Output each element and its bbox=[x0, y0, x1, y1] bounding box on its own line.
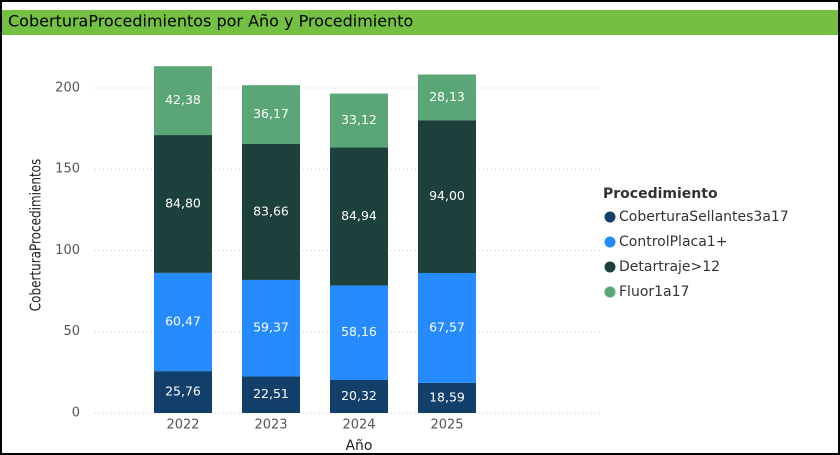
y-axis-label: CoberturaProcedimientos bbox=[27, 159, 45, 311]
y-tick-label: 100 bbox=[55, 243, 80, 258]
legend-marker bbox=[604, 236, 616, 248]
bar-segment bbox=[418, 382, 476, 413]
x-tick-label: 2022 bbox=[166, 418, 199, 433]
legend-marker bbox=[604, 261, 616, 273]
y-tick-label: 50 bbox=[63, 324, 80, 339]
legend-marker bbox=[604, 211, 616, 223]
bar-segment bbox=[154, 371, 212, 413]
bar-segment bbox=[242, 279, 300, 377]
bar-segment bbox=[154, 272, 212, 372]
legend-marker bbox=[604, 286, 616, 298]
data-label: 20,32 bbox=[341, 388, 377, 403]
bar-segment bbox=[242, 376, 300, 413]
data-label: 84,94 bbox=[341, 208, 377, 223]
data-label: 83,66 bbox=[253, 203, 289, 218]
title-bar bbox=[2, 10, 838, 35]
data-label: 36,17 bbox=[253, 106, 289, 121]
x-tick-label: 2025 bbox=[430, 418, 463, 433]
data-label: 42,38 bbox=[165, 92, 201, 107]
legend-title: Procedimiento bbox=[603, 186, 718, 202]
bar-segment bbox=[154, 135, 212, 273]
bar-segment bbox=[330, 379, 388, 413]
y-tick-label: 0 bbox=[72, 406, 80, 421]
data-label: 28,13 bbox=[429, 89, 465, 104]
y-tick-label: 200 bbox=[55, 80, 80, 95]
legend-label: Detartraje>12 bbox=[619, 259, 720, 275]
bar-segment bbox=[418, 272, 476, 383]
bar-segment bbox=[418, 74, 476, 121]
data-label: 25,76 bbox=[165, 384, 201, 399]
bar-segment bbox=[330, 147, 388, 286]
x-axis-label: Año bbox=[345, 438, 372, 454]
legend-label: Fluor1a17 bbox=[619, 284, 689, 300]
data-label: 60,47 bbox=[165, 314, 201, 329]
data-label: 33,12 bbox=[341, 112, 377, 127]
bar-segment bbox=[242, 85, 300, 144]
x-tick-label: 2024 bbox=[342, 418, 375, 433]
bar-segment bbox=[242, 143, 300, 280]
data-label: 58,16 bbox=[341, 324, 377, 339]
bar-segment bbox=[330, 285, 388, 380]
chart-title: CoberturaProcedimientos por Año y Proced… bbox=[8, 12, 413, 31]
data-label: 94,00 bbox=[429, 188, 465, 203]
data-label: 59,37 bbox=[253, 320, 289, 335]
legend-label: CoberturaSellantes3a17 bbox=[619, 209, 789, 225]
bar-segment bbox=[330, 93, 388, 148]
data-label: 84,80 bbox=[165, 195, 201, 210]
bar-segment bbox=[154, 66, 212, 136]
legend-label: ControlPlaca1+ bbox=[619, 234, 727, 250]
y-tick-label: 150 bbox=[55, 162, 80, 177]
x-tick-label: 2023 bbox=[254, 418, 287, 433]
bar-segment bbox=[418, 120, 476, 273]
data-label: 22,51 bbox=[253, 386, 289, 401]
data-label: 18,59 bbox=[429, 389, 465, 404]
data-label: 67,57 bbox=[429, 319, 465, 334]
